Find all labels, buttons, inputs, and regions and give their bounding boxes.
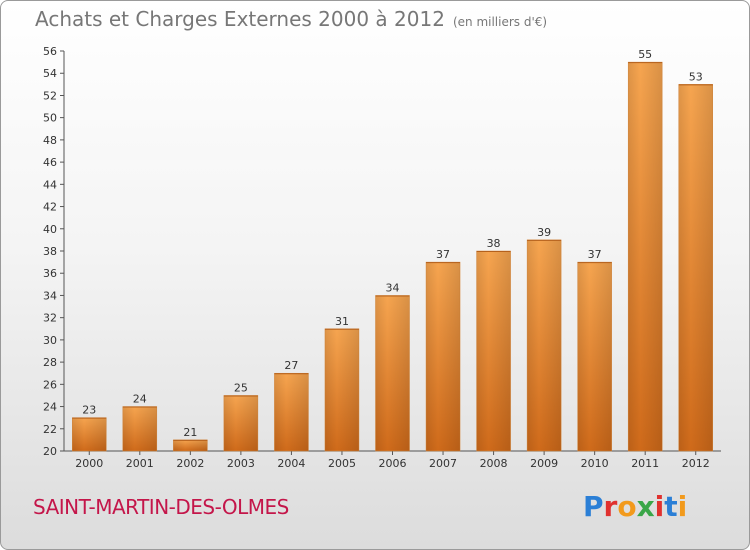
chart-axes: 20 22 24 26 28 30 32 34 36 38 40 42 44 46 48 50 52 54 56 <box>43 45 721 458</box>
chart-title: Achats et Charges Externes 2000 à 2012 (e… <box>35 7 547 31</box>
y-tick-label: 24 <box>43 401 57 414</box>
proxiti-logo: Proxiti <box>583 490 687 523</box>
data-label: 37 <box>436 248 450 261</box>
x-tick-label: 2006 <box>379 457 407 470</box>
chart-title-text: Achats et Charges Externes 2000 à 2012 <box>35 7 445 31</box>
logo-letter: P <box>583 490 604 523</box>
data-label: 34 <box>386 281 400 294</box>
y-tick-label: 30 <box>43 334 57 347</box>
x-tick-label: 2004 <box>277 457 305 470</box>
logo-letter: i <box>654 490 665 523</box>
y-tick-label: 54 <box>43 67 57 80</box>
x-tick-label: 2002 <box>176 457 204 470</box>
data-label: 37 <box>588 248 602 261</box>
y-tick-label: 46 <box>43 156 57 169</box>
bar-shade <box>223 395 258 451</box>
bar-shade <box>72 417 107 451</box>
data-label: 24 <box>133 393 147 406</box>
bar-shade <box>122 406 157 451</box>
bar-shade <box>628 62 663 451</box>
x-tick-label: 2003 <box>227 457 255 470</box>
bar-shade <box>173 439 208 451</box>
y-tick-label: 36 <box>43 267 57 280</box>
y-tick-label: 38 <box>43 245 57 258</box>
y-tick-label: 40 <box>43 223 57 236</box>
y-tick-label: 34 <box>43 289 57 302</box>
data-label: 23 <box>82 404 96 417</box>
bar-shade <box>577 262 612 451</box>
data-label: 39 <box>537 226 551 239</box>
chart-bars <box>72 61 713 452</box>
x-tick-label: 2012 <box>682 457 710 470</box>
x-tick-label: 2005 <box>328 457 356 470</box>
logo-letter: o <box>617 490 637 523</box>
chart-labels: 2000 23 2001 24 2002 21 2003 25 2004 27 2005 31 2006… <box>75 48 709 470</box>
y-tick-label: 44 <box>43 178 57 191</box>
logo-letter: x <box>636 490 655 523</box>
y-tick-label: 42 <box>43 201 57 214</box>
bar-shade <box>375 295 410 451</box>
data-label: 31 <box>335 315 349 328</box>
y-tick-label: 20 <box>43 445 57 458</box>
bar-shade <box>678 84 713 451</box>
y-tick-label: 28 <box>43 356 57 369</box>
y-tick-label: 26 <box>43 378 57 391</box>
x-tick-label: 2007 <box>429 457 457 470</box>
bar-shade <box>426 262 461 451</box>
x-tick-label: 2010 <box>581 457 609 470</box>
data-label: 55 <box>638 48 652 61</box>
x-tick-label: 2000 <box>75 457 103 470</box>
y-tick-label: 52 <box>43 89 57 102</box>
y-tick-label: 56 <box>43 45 57 58</box>
x-tick-label: 2001 <box>126 457 154 470</box>
x-tick-label: 2009 <box>530 457 558 470</box>
data-label: 38 <box>487 237 501 250</box>
y-tick-label: 50 <box>43 112 57 125</box>
logo-letter: i <box>677 490 688 523</box>
data-label: 53 <box>689 70 703 83</box>
bar-shade <box>274 373 309 451</box>
x-tick-label: 2011 <box>631 457 659 470</box>
logo-letter: t <box>664 490 678 523</box>
data-label: 25 <box>234 381 248 394</box>
y-tick-label: 32 <box>43 312 57 325</box>
data-label: 27 <box>284 359 298 372</box>
chart-unit: (en milliers d'€) <box>452 15 548 29</box>
bar-shade <box>324 328 359 451</box>
commune-name: SAINT-MARTIN-DES-OLMES <box>33 495 289 519</box>
y-tick-label: 22 <box>43 423 57 436</box>
x-tick-label: 2008 <box>480 457 508 470</box>
bar-shade <box>527 239 562 451</box>
y-tick-label: 48 <box>43 134 57 147</box>
logo-letter: r <box>603 490 618 523</box>
bar-shade <box>476 251 511 451</box>
data-label: 21 <box>183 426 197 439</box>
